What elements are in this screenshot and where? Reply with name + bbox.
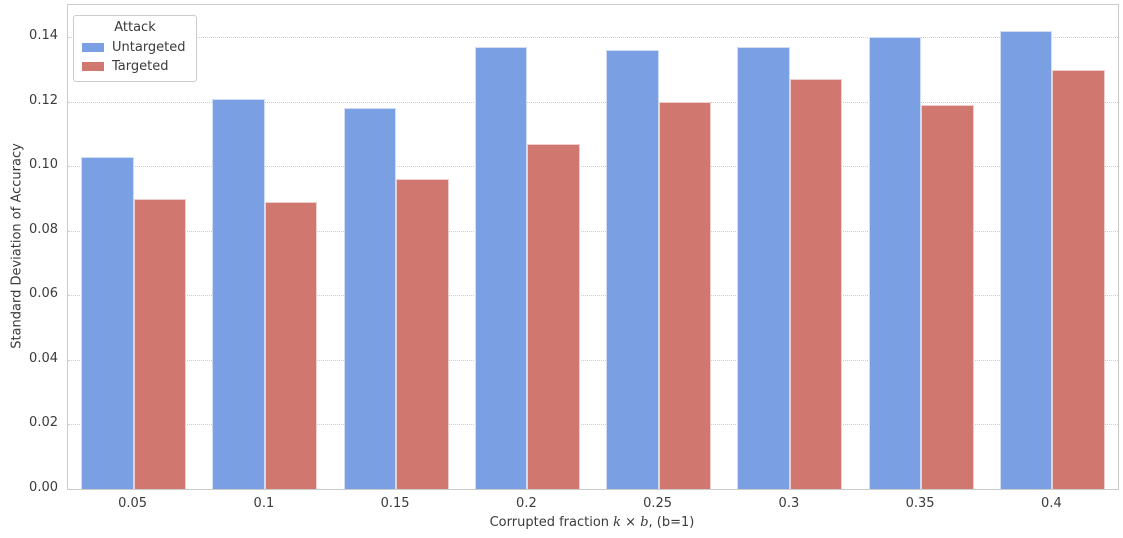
bar-targeted-0.25: [658, 101, 712, 489]
xtick-0.05: 0.05: [118, 496, 148, 511]
legend-label-untargeted: Untargeted: [112, 40, 186, 55]
bar-untargeted-0.3: [737, 46, 790, 489]
legend-entry-untargeted: Untargeted: [74, 38, 196, 57]
x-axis-title-math-part: k: [613, 515, 622, 530]
x-axis-title-math-part: b: [640, 515, 649, 530]
bar-targeted-0.4: [1052, 69, 1105, 489]
legend: Attack Untargeted Targeted: [73, 15, 197, 82]
bar-targeted-0.2: [527, 143, 580, 489]
xtick-0.2: 0.2: [516, 496, 537, 511]
bar-untargeted-0.35: [868, 37, 922, 489]
legend-swatch-targeted: [82, 62, 104, 71]
bar-untargeted-0.15: [343, 108, 397, 489]
gridline-0.04: [68, 359, 1118, 361]
ytick-0.12: 0.12: [29, 92, 58, 108]
y-axis-title: Standard Deviation of Accuracy: [9, 143, 25, 349]
bar-untargeted-0.25: [606, 50, 659, 489]
ytick-0.14: 0.14: [29, 28, 58, 44]
bar-targeted-0.1: [264, 201, 318, 489]
plot-area: [67, 4, 1119, 490]
xtick-0.25: 0.25: [643, 496, 673, 511]
xtick-0.15: 0.15: [380, 496, 410, 511]
legend-label-targeted: Targeted: [112, 59, 169, 74]
x-axis-title: Corrupted fraction k × b, (b=1): [67, 515, 1117, 530]
xtick-0.4: 0.4: [1041, 496, 1062, 511]
ytick-0.04: 0.04: [29, 350, 58, 366]
bar-untargeted-0.4: [999, 30, 1053, 489]
legend-entry-targeted: Targeted: [74, 57, 196, 76]
ytick-0.02: 0.02: [29, 415, 58, 431]
bar-untargeted-0.1: [212, 98, 265, 489]
bar-targeted-0.15: [396, 179, 449, 489]
ytick-0.10: 0.10: [29, 157, 58, 173]
bar-targeted-0.05: [133, 198, 187, 489]
gridline-0.02: [68, 424, 1118, 426]
legend-swatch-untargeted: [82, 43, 104, 52]
ytick-0.08: 0.08: [29, 221, 58, 237]
x-axis-title-text-part: ×: [621, 515, 641, 530]
legend-title: Attack: [114, 20, 156, 35]
ytick-0.06: 0.06: [29, 286, 58, 302]
gridline-0.08: [68, 230, 1118, 232]
gridline-0.12: [68, 101, 1118, 103]
x-axis-title-text-part: , (b=1): [648, 515, 695, 530]
xtick-0.3: 0.3: [778, 496, 800, 511]
xtick-0.35: 0.35: [905, 496, 935, 511]
ytick-0.00: 0.00: [29, 480, 58, 495]
bar-untargeted-0.2: [474, 46, 528, 489]
x-axis-title-text-part: Corrupted fraction: [489, 515, 614, 530]
bar-targeted-0.35: [921, 105, 974, 489]
gridline-0.10: [68, 166, 1118, 168]
xtick-0.1: 0.1: [253, 496, 275, 511]
legend-entries: Untargeted Targeted: [74, 38, 196, 76]
gridline-0.14: [68, 37, 1118, 39]
bar-untargeted-0.05: [81, 156, 134, 489]
gridline-0.06: [68, 295, 1118, 297]
bar-targeted-0.3: [789, 79, 843, 489]
